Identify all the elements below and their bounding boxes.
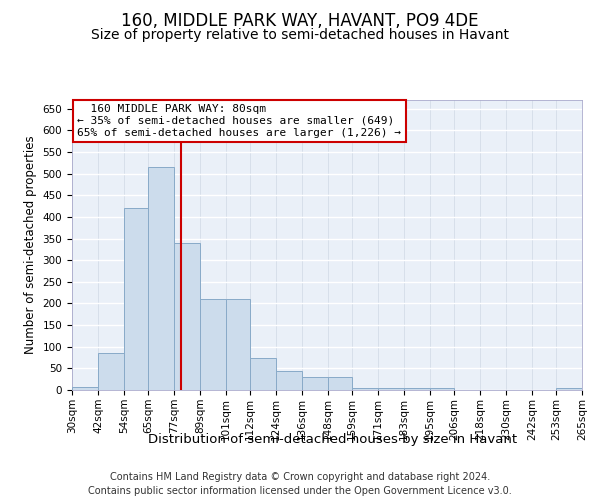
Bar	[73, 386, 98, 390]
Bar	[175, 243, 200, 390]
Bar	[226, 299, 250, 390]
Bar	[124, 208, 148, 390]
Text: Contains public sector information licensed under the Open Government Licence v3: Contains public sector information licen…	[88, 486, 512, 496]
Text: 160, MIDDLE PARK WAY, HAVANT, PO9 4DE: 160, MIDDLE PARK WAY, HAVANT, PO9 4DE	[121, 12, 479, 30]
Bar	[328, 377, 352, 390]
Y-axis label: Number of semi-detached properties: Number of semi-detached properties	[24, 136, 37, 354]
Bar	[277, 370, 302, 390]
Bar	[556, 388, 581, 390]
Bar	[148, 167, 173, 390]
Bar	[98, 353, 124, 390]
Bar	[250, 358, 275, 390]
Text: Distribution of semi-detached houses by size in Havant: Distribution of semi-detached houses by …	[148, 432, 518, 446]
Bar	[404, 388, 430, 390]
Bar	[200, 299, 226, 390]
Text: 160 MIDDLE PARK WAY: 80sqm
← 35% of semi-detached houses are smaller (649)
65% o: 160 MIDDLE PARK WAY: 80sqm ← 35% of semi…	[77, 104, 401, 138]
Bar	[352, 388, 377, 390]
Bar	[379, 388, 404, 390]
Bar	[430, 388, 454, 390]
Text: Size of property relative to semi-detached houses in Havant: Size of property relative to semi-detach…	[91, 28, 509, 42]
Bar	[302, 377, 328, 390]
Text: Contains HM Land Registry data © Crown copyright and database right 2024.: Contains HM Land Registry data © Crown c…	[110, 472, 490, 482]
